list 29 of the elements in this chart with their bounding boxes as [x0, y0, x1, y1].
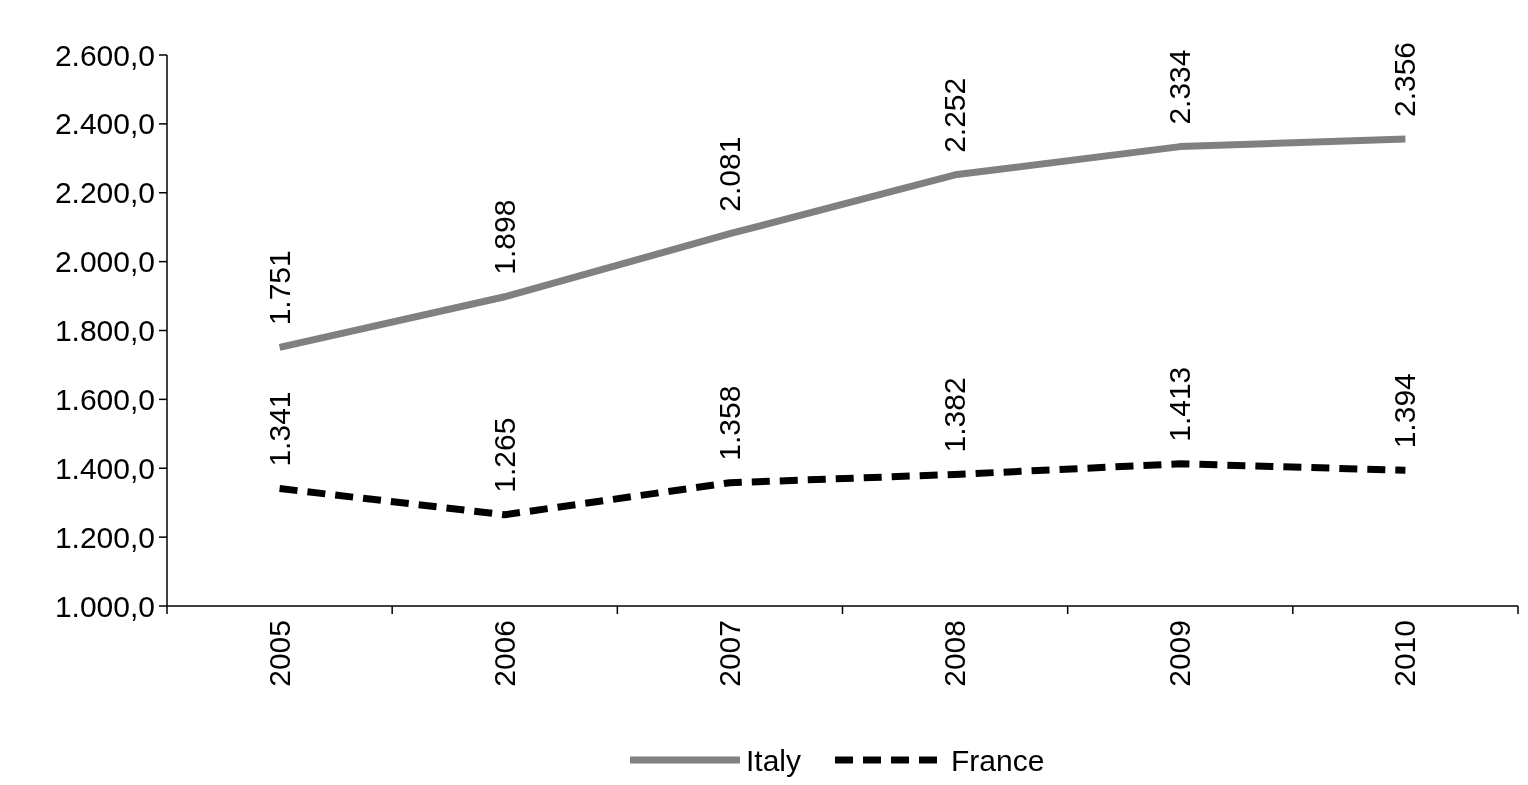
legend-label: Italy: [746, 743, 802, 777]
data-label: 1.341: [262, 391, 296, 467]
y-tick-label: 2.400,0: [54, 107, 155, 141]
data-label: 2.334: [1163, 49, 1197, 125]
data-label: 1.265: [487, 417, 521, 493]
y-tick-label: 2.200,0: [54, 176, 155, 210]
y-tick-label: 1.200,0: [54, 520, 155, 554]
x-tick-label: 2009: [1163, 620, 1197, 687]
y-tick-label: 1.800,0: [54, 314, 155, 347]
x-tick-label: 2008: [938, 620, 972, 687]
data-label: 1.382: [938, 377, 972, 453]
x-tick-label: 2010: [1388, 620, 1422, 687]
y-tick-label: 1.600,0: [54, 382, 155, 416]
x-tick-label: 2007: [712, 620, 746, 687]
data-label: 1.898: [487, 199, 521, 275]
x-tick-label: 2006: [487, 620, 521, 687]
data-label: 1.413: [1163, 366, 1197, 442]
data-label: 1.358: [712, 385, 746, 461]
legend-label: France: [951, 743, 1045, 777]
data-label: 2.356: [1388, 41, 1422, 118]
data-label: 1.751: [262, 250, 296, 326]
y-tick-label: 2.000,0: [54, 245, 155, 279]
y-tick-label: 1.000,0: [54, 589, 155, 623]
y-tick-label: 1.400,0: [54, 451, 155, 485]
data-label: 1.394: [1388, 373, 1422, 449]
data-label: 2.081: [712, 136, 746, 212]
x-tick-label: 2005: [262, 620, 296, 687]
y-tick-label: 2.600,0: [54, 38, 155, 72]
data-label: 2.252: [938, 77, 972, 153]
